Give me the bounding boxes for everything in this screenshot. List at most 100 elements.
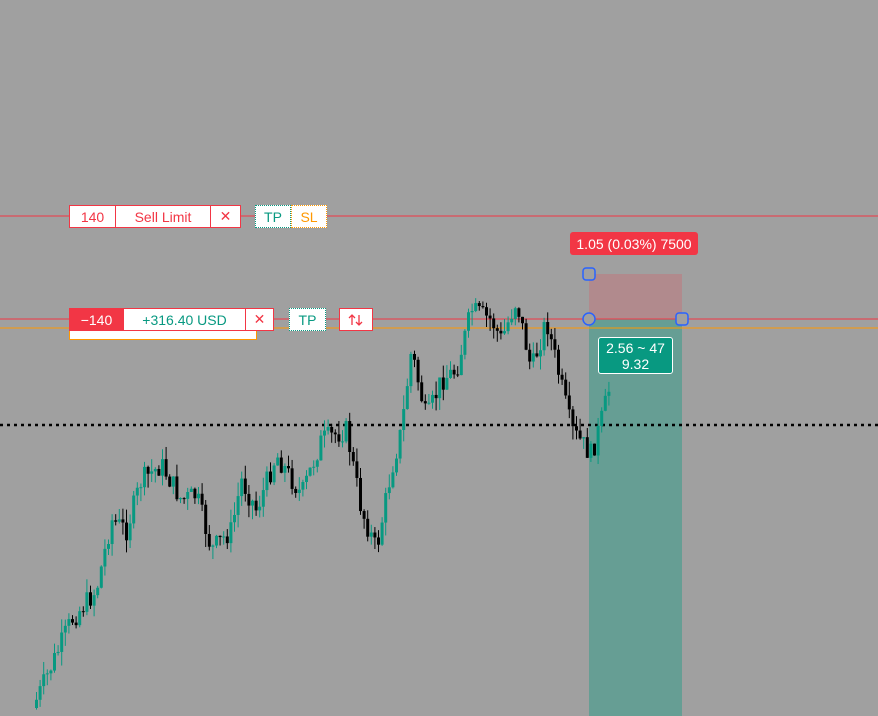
candle-body xyxy=(355,461,359,478)
candle-body xyxy=(416,359,420,383)
candle-body xyxy=(423,401,427,404)
candle-body xyxy=(99,566,103,588)
candle-body xyxy=(279,457,283,473)
candle-body xyxy=(517,308,521,317)
candle-body xyxy=(351,451,355,462)
candle-body xyxy=(171,476,175,487)
handle[interactable] xyxy=(582,267,596,281)
position-quantity[interactable]: −140 xyxy=(69,308,124,331)
candle-body xyxy=(467,312,470,331)
hidden-label xyxy=(69,330,257,340)
candle-body xyxy=(161,459,164,476)
candle-body xyxy=(575,426,578,431)
position-pnl[interactable]: +316.40 USD xyxy=(123,308,246,331)
handle[interactable] xyxy=(675,312,689,326)
candle-body xyxy=(229,522,233,544)
reverse-button[interactable] xyxy=(339,308,373,331)
risk-label: 1.05 (0.03%) 7500 xyxy=(570,232,698,255)
candle-body xyxy=(143,466,146,488)
candle-body xyxy=(85,592,89,612)
candle-body xyxy=(330,426,334,433)
candle-body xyxy=(243,478,247,494)
candle-body xyxy=(366,518,370,537)
candle-body xyxy=(240,478,244,497)
reward-label: 2.56 ~ 47 9.32 xyxy=(598,337,673,374)
candle-body xyxy=(362,511,366,519)
candle-body xyxy=(81,611,85,613)
candle-body xyxy=(398,429,402,459)
candle-body xyxy=(499,330,503,334)
candle-body xyxy=(395,458,398,473)
candle-body xyxy=(387,487,391,494)
candle-body xyxy=(495,328,499,331)
candle-body xyxy=(56,651,60,654)
candle-body xyxy=(153,468,157,472)
candle-body xyxy=(348,421,352,452)
order-label[interactable]: Sell Limit xyxy=(115,205,211,228)
candle-body xyxy=(380,522,384,545)
candle-body xyxy=(470,311,474,313)
candle-body xyxy=(175,476,179,500)
candle-body xyxy=(434,394,438,399)
candle-body xyxy=(254,500,258,511)
candle-body xyxy=(319,435,323,461)
candle-body xyxy=(117,519,121,522)
candle-body xyxy=(218,535,222,538)
candle-body xyxy=(373,532,377,538)
order-quantity[interactable]: 140 xyxy=(69,205,116,228)
candle-body xyxy=(463,330,467,355)
candle-body xyxy=(74,622,78,626)
candle-body xyxy=(215,535,218,546)
candle-body xyxy=(503,331,506,334)
candle-body xyxy=(312,466,316,468)
candle-body xyxy=(294,488,298,493)
candle-body xyxy=(107,544,110,549)
candle-body xyxy=(585,437,589,458)
candle-body xyxy=(549,334,553,340)
candle-body xyxy=(427,402,431,404)
candle-body xyxy=(441,377,445,390)
candle-body xyxy=(164,459,168,477)
candle-body xyxy=(197,493,200,499)
candle-body xyxy=(200,493,204,505)
candle-body xyxy=(193,488,197,499)
candle-body xyxy=(78,611,82,626)
candle-body xyxy=(251,500,254,506)
candles xyxy=(35,298,611,710)
candle-body xyxy=(261,490,265,507)
candle-body xyxy=(89,592,92,606)
candle-body xyxy=(557,349,560,375)
order-sl[interactable]: SL xyxy=(291,205,327,228)
candle-body xyxy=(402,409,406,430)
candle-body xyxy=(157,468,161,476)
risk-zone xyxy=(589,274,682,319)
candle-body xyxy=(409,353,413,387)
candle-body xyxy=(531,353,535,362)
candle-body xyxy=(146,466,150,474)
candle-body xyxy=(341,441,344,443)
candle-body xyxy=(121,519,125,523)
candle-body xyxy=(182,498,186,500)
candle-body xyxy=(103,548,107,567)
candle-body xyxy=(377,537,380,545)
position-tp[interactable]: TP xyxy=(289,308,326,331)
candle-body xyxy=(420,382,424,402)
position-close[interactable]: ✕ xyxy=(245,308,274,331)
candle-body xyxy=(524,323,528,350)
candle-body xyxy=(247,493,251,506)
candle-body xyxy=(265,471,269,491)
candle-body xyxy=(589,443,593,458)
order-cancel[interactable]: ✕ xyxy=(210,205,241,228)
candle-body xyxy=(236,496,240,515)
candle-body xyxy=(297,489,301,493)
candle-body xyxy=(53,653,56,671)
candle-body xyxy=(359,477,362,512)
candle-body xyxy=(337,434,341,442)
candle-body xyxy=(45,673,49,675)
candle-body xyxy=(71,619,74,623)
candle-body xyxy=(506,322,510,332)
candle-body xyxy=(211,545,215,547)
handle[interactable] xyxy=(582,312,596,326)
order-tp[interactable]: TP xyxy=(255,205,291,228)
